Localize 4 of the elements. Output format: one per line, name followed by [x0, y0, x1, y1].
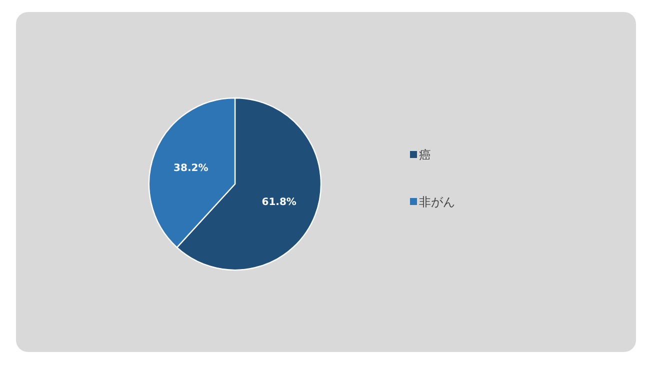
data-label: 38.2%	[174, 162, 208, 174]
legend-label: 非がん	[419, 195, 455, 209]
data-label: 61.8%	[262, 197, 296, 208]
legend-label: 癌	[419, 148, 431, 162]
